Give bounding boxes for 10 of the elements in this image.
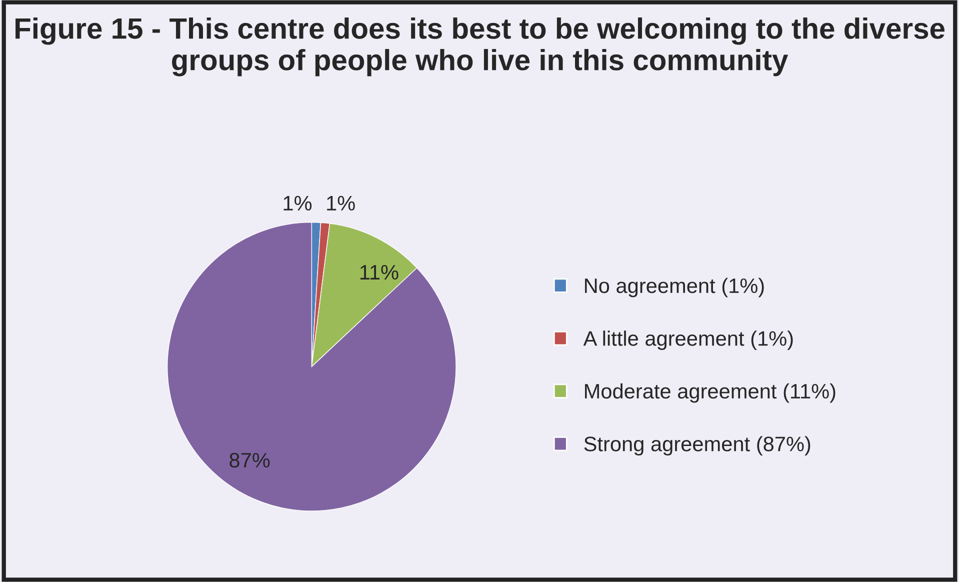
legend-label: Strong agreement (87%) [584,436,810,456]
data-label: 1% [327,196,355,211]
data-label: 87% [230,452,270,468]
pie-slice [166,222,456,512]
data-label: 1% [284,196,312,211]
chart-title: Figure 15 - This centre does its best to be welcoming to the diverse groups of people who live in this community [16,17,945,76]
legend-label: A little agreement (1%) [583,330,793,350]
data-label: 11% [360,264,398,280]
legend-label: Moderate agreement (11%) [585,383,836,403]
legend-label: No agreement (1%) [585,278,764,298]
